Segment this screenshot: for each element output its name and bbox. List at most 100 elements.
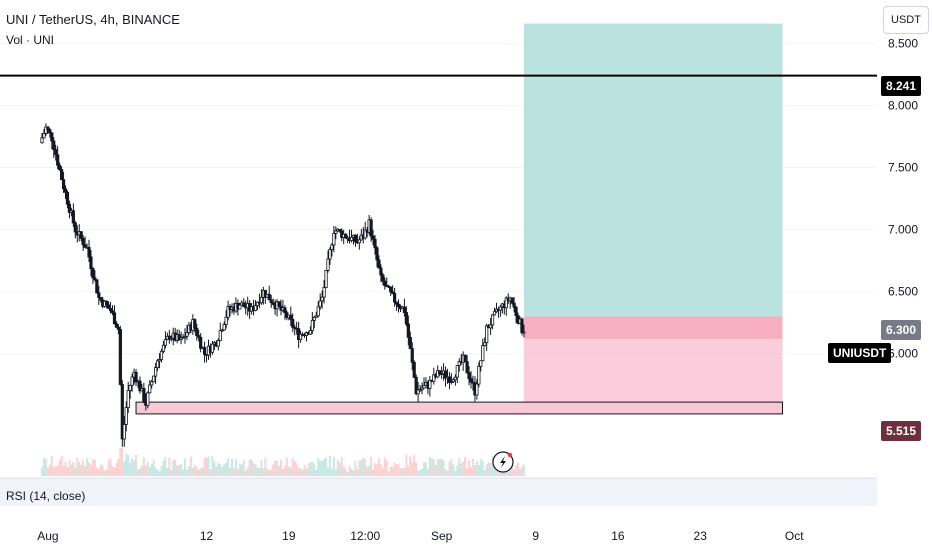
volume-bar — [348, 465, 351, 476]
entry-price-tag: 6.300 — [881, 320, 922, 340]
volume-bar — [250, 459, 253, 476]
volume-bar — [146, 462, 149, 476]
volume-bar — [475, 460, 478, 476]
volume-bar — [223, 464, 226, 476]
candle-body — [344, 233, 348, 239]
volume-bar — [60, 455, 63, 476]
volume-bar — [344, 468, 347, 476]
candle-body — [522, 331, 526, 334]
candle-body — [67, 203, 72, 213]
candle-body — [157, 359, 162, 362]
candle-body — [375, 247, 379, 261]
volume-bar — [319, 460, 322, 476]
volume-bar — [377, 458, 380, 476]
volume-bar — [56, 465, 59, 476]
entry-band — [523, 316, 783, 339]
volume-bar — [88, 462, 91, 476]
candle-body — [483, 342, 487, 346]
volume-bar — [336, 460, 339, 476]
candle-body — [469, 378, 473, 383]
candle-body — [138, 380, 142, 392]
volume-bar — [213, 461, 216, 476]
candle-body — [183, 335, 187, 338]
volume-bar — [291, 458, 294, 476]
candle-body — [161, 344, 166, 352]
candle-body — [510, 297, 514, 304]
volume-bar — [78, 461, 81, 476]
volume-bar — [185, 469, 188, 476]
volume-bar — [440, 458, 443, 476]
candle-body — [393, 292, 397, 303]
candle-body — [402, 306, 407, 313]
volume-bar — [164, 456, 167, 476]
volume-bar — [174, 459, 177, 476]
candle-body — [394, 301, 399, 305]
rsi-pane — [0, 478, 877, 506]
volume-bar — [385, 460, 388, 476]
candle-body — [99, 297, 103, 301]
volume-bar — [162, 461, 165, 476]
target-zone — [523, 23, 783, 317]
volume-bar — [417, 470, 420, 476]
candle-body — [443, 370, 448, 379]
candle-body — [490, 314, 495, 326]
candle-body — [428, 379, 432, 389]
volume-bar — [91, 459, 94, 476]
volume-bar — [240, 464, 243, 476]
volume-bar — [152, 459, 155, 476]
candle-body — [46, 126, 50, 130]
candle-body — [453, 376, 457, 381]
volume-bar — [127, 454, 130, 476]
candle-body — [373, 238, 377, 249]
candle-body — [512, 302, 516, 308]
volume-bar — [456, 465, 459, 476]
candle-body — [396, 303, 401, 308]
volume-bar — [258, 468, 261, 476]
candle-body — [369, 219, 373, 237]
candle-body — [371, 235, 375, 240]
volume-bar — [93, 459, 96, 476]
candle-body — [56, 154, 60, 166]
volume-bar — [115, 462, 118, 476]
candle-body — [318, 300, 322, 308]
volume-bar — [225, 462, 228, 476]
candle-body — [238, 304, 242, 310]
volume-bar — [89, 464, 92, 476]
volume-bar — [299, 468, 302, 476]
volume-bar — [154, 467, 157, 476]
stop-price-tag: 5.515 — [881, 421, 922, 441]
volume-bar — [221, 467, 224, 476]
volume-bar — [260, 460, 263, 476]
volume-bar — [142, 457, 145, 476]
candle-body — [451, 379, 455, 383]
candle-body — [308, 330, 312, 335]
candle-body — [114, 323, 119, 328]
volume-indicator-label[interactable]: Vol · UNI — [6, 33, 55, 47]
candle-body — [408, 336, 412, 349]
volume-bar — [158, 471, 161, 476]
currency-button[interactable]: USDT — [883, 6, 929, 34]
volume-bar — [325, 457, 328, 476]
volume-bar — [487, 461, 490, 476]
candle-body — [377, 259, 381, 269]
volume-bar — [231, 459, 234, 476]
candle-body — [87, 246, 91, 258]
candle-body — [116, 326, 120, 330]
rsi-indicator-label[interactable]: RSI (14, close) — [6, 489, 86, 503]
candle-body — [130, 376, 134, 386]
x-tick-label: 12:00 — [350, 529, 380, 543]
volume-bar — [391, 467, 394, 476]
candle-body — [379, 267, 383, 276]
candle-body — [54, 149, 58, 156]
candle-body — [277, 301, 281, 307]
volume-bar — [178, 464, 181, 476]
candle-body — [332, 232, 336, 246]
volume-bar — [393, 462, 396, 476]
candle-body — [438, 370, 442, 375]
volume-bar — [479, 458, 482, 476]
candle-body — [185, 332, 189, 337]
x-tick-label: 9 — [532, 529, 539, 543]
volume-bar — [471, 458, 474, 476]
